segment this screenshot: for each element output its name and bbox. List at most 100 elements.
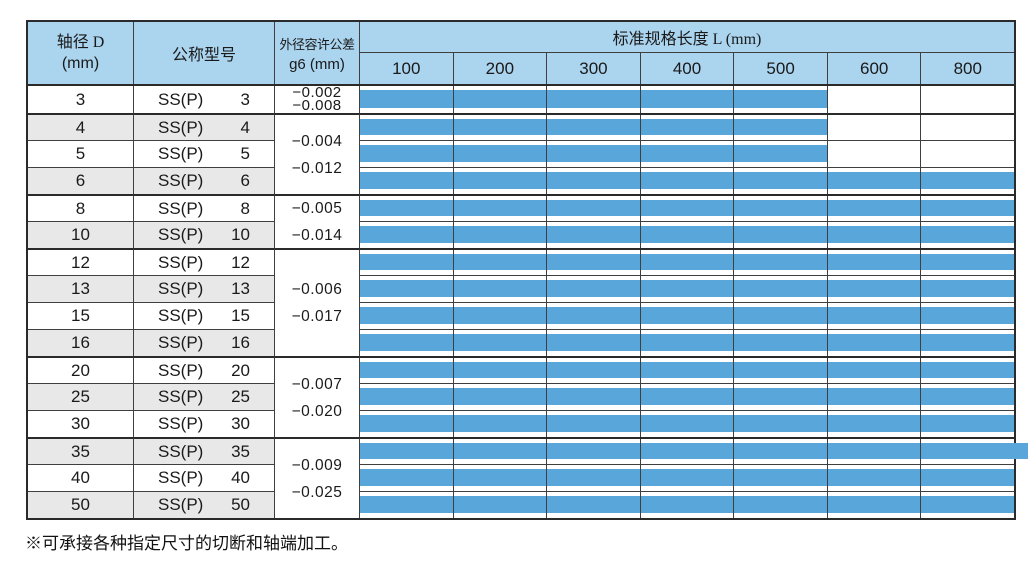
model-size: 5 — [240, 144, 250, 163]
length-column-header-100: 100 — [360, 53, 454, 84]
tolerance-lower: −0.017 — [291, 308, 343, 325]
model-cell: SS(P) 35 — [134, 437, 275, 464]
lengths-cell — [360, 275, 1014, 302]
tolerance-cell: −0.006 −0.017 — [275, 248, 360, 356]
model-cell: SS(P) 5 — [134, 140, 275, 167]
diameter-cell: 40 — [28, 464, 134, 491]
diameter-cell: 12 — [28, 248, 134, 275]
column-gridline — [921, 86, 1014, 113]
tolerance-column-header: 外径容许公差 g6 (mm) — [275, 22, 360, 84]
availability-bar — [360, 90, 828, 108]
model-size: 3 — [240, 89, 250, 109]
model-size: 8 — [240, 198, 250, 218]
diameter-cell: 10 — [28, 221, 134, 248]
diameter-cell: 3 — [28, 86, 134, 113]
lengths-cell — [360, 221, 1014, 248]
lengths-cell — [360, 302, 1014, 329]
model-prefix: SS(P) — [158, 495, 204, 514]
model-prefix: SS(P) — [158, 414, 204, 433]
column-gridline — [921, 115, 1014, 140]
tolerance-header-line1: 外径容许公差 — [279, 36, 355, 52]
shaft-spec-table: 轴径 D (mm) 公称型号 外径容许公差 g6 (mm) 标准规格长度 L (… — [26, 20, 1028, 520]
length-column-headers: 100 200 300 400 500 600 800 — [360, 53, 1014, 84]
length-column-header-400: 400 — [641, 53, 735, 84]
column-gridline — [828, 141, 922, 167]
availability-bar — [360, 496, 1014, 513]
model-size: 50 — [231, 495, 250, 514]
model-prefix: SS(P) — [158, 89, 204, 109]
model-label: SS(P) 3 — [158, 90, 250, 110]
model-size: 4 — [240, 117, 250, 137]
availability-bar — [360, 254, 1014, 270]
availability-bar — [360, 362, 1014, 378]
tolerance-lower: −0.025 — [291, 483, 343, 501]
model-prefix: SS(P) — [158, 306, 204, 325]
availability-bar — [360, 307, 1014, 324]
availability-bar — [360, 226, 1014, 243]
length-column-header-600: 600 — [828, 53, 922, 84]
lengths-cell — [360, 113, 1014, 140]
column-gridline — [828, 115, 922, 140]
model-size: 6 — [240, 171, 250, 190]
availability-bar — [360, 443, 1028, 459]
model-cell: SS(P) 20 — [134, 356, 275, 383]
lengths-cell — [360, 248, 1014, 275]
model-prefix: SS(P) — [158, 171, 204, 190]
model-label: SS(P) 30 — [158, 414, 250, 434]
model-cell: SS(P) 10 — [134, 221, 275, 248]
model-cell: SS(P) 3 — [134, 86, 275, 113]
model-label: SS(P) 5 — [158, 144, 250, 164]
tolerance-upper: −0.006 — [291, 281, 343, 298]
lengths-cell — [360, 383, 1014, 410]
tolerance-upper: −0.005 — [291, 200, 343, 217]
tolerance-cell: −0.004 −0.012 — [275, 113, 360, 194]
availability-bar — [360, 200, 1014, 216]
column-gridline — [828, 86, 922, 113]
model-size: 20 — [231, 360, 250, 380]
lengths-cell — [360, 491, 1014, 518]
tolerance-cell: −0.009 −0.025 — [275, 437, 360, 518]
length-column-header-500: 500 — [734, 53, 828, 84]
diameter-cell: 15 — [28, 302, 134, 329]
length-column-header-200: 200 — [454, 53, 548, 84]
model-label: SS(P) 50 — [158, 495, 250, 515]
model-cell: SS(P) 13 — [134, 275, 275, 302]
model-prefix: SS(P) — [158, 333, 204, 352]
model-label: SS(P) 25 — [158, 387, 250, 407]
model-prefix: SS(P) — [158, 252, 204, 272]
model-size: 25 — [231, 387, 250, 406]
diameter-cell: 4 — [28, 113, 134, 140]
diameter-cell: 13 — [28, 275, 134, 302]
model-prefix: SS(P) — [158, 387, 204, 406]
availability-bar — [360, 469, 1014, 486]
lengths-cell — [360, 437, 1028, 464]
model-label: SS(P) 10 — [158, 225, 250, 245]
model-label: SS(P) 16 — [158, 333, 250, 353]
diameter-cell: 5 — [28, 140, 134, 167]
diameter-header-line1: 轴径 D — [56, 34, 105, 51]
lengths-group-title: 标准规格长度 L (mm) — [360, 22, 1014, 54]
tolerance-cell: −0.007 −0.020 — [275, 356, 360, 437]
diameter-header-line2: (mm) — [61, 55, 100, 72]
table-body: 3 SS(P) 3 4 SS(P) 4 5 SS(P) 5 6 SS(P) 6 8 SS(P) 8 10 SS(… — [28, 85, 1028, 518]
model-size: 16 — [231, 333, 250, 352]
availability-bar — [360, 172, 1014, 189]
model-size: 10 — [231, 225, 250, 244]
availability-bar — [360, 119, 828, 135]
lengths-cell — [360, 167, 1014, 194]
model-cell: SS(P) 12 — [134, 248, 275, 275]
diameter-cell: 6 — [28, 167, 134, 194]
diameter-cell: 35 — [28, 437, 134, 464]
model-label: SS(P) 6 — [158, 171, 250, 191]
diameter-cell: 25 — [28, 383, 134, 410]
tolerance-upper: −0.007 — [291, 375, 343, 393]
lengths-cell — [360, 410, 1014, 437]
model-size: 12 — [231, 252, 250, 272]
table-header: 轴径 D (mm) 公称型号 外径容许公差 g6 (mm) 标准规格长度 L (… — [28, 22, 1014, 86]
model-cell: SS(P) 30 — [134, 410, 275, 437]
length-column-header-800: 800 — [953, 58, 982, 78]
availability-bar — [360, 334, 1014, 351]
model-cell: SS(P) 25 — [134, 383, 275, 410]
availability-bar — [360, 145, 828, 162]
